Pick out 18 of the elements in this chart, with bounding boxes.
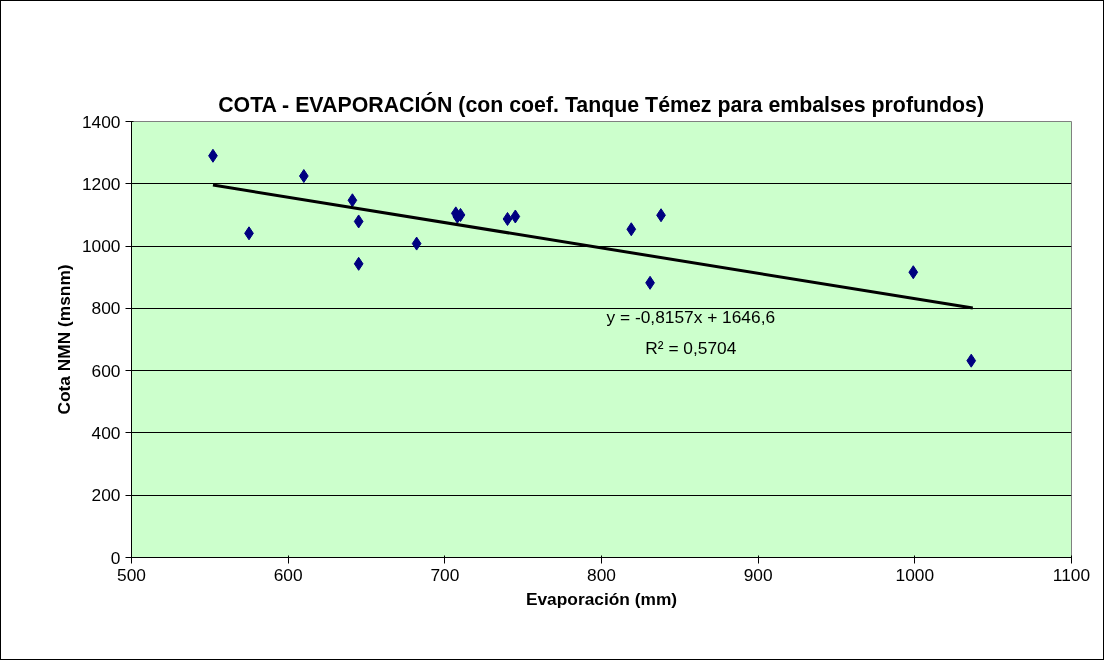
y-tick-label: 1400 [81,111,121,132]
x-tick-label: 1000 [895,564,935,585]
y-tick-label: 600 [91,360,121,381]
y-tick-label: 1200 [81,173,121,194]
x-tick-label: 1100 [1052,564,1091,585]
y-tick-label: 200 [91,485,121,506]
x-tick-label: 600 [273,564,303,585]
y-axis-title: Cota NMN (msnm) [53,264,74,415]
y-tick-label: 800 [91,298,121,319]
annotation: R² = 0,5704 [645,338,737,359]
x-tick-label: 700 [430,564,460,585]
y-tick-label: 400 [91,422,121,443]
x-axis-title: Evaporación (mm) [525,588,678,609]
x-tick-label: 800 [587,564,616,585]
y-tick-label: 1000 [81,236,121,257]
x-tick-label: 900 [743,564,773,585]
chart-title: COTA - EVAPORACIÓN (con coef. Tanque Témez para embalses profundos) [218,91,985,117]
annotation: y = -0,8157x + 1646,6 [606,307,776,328]
